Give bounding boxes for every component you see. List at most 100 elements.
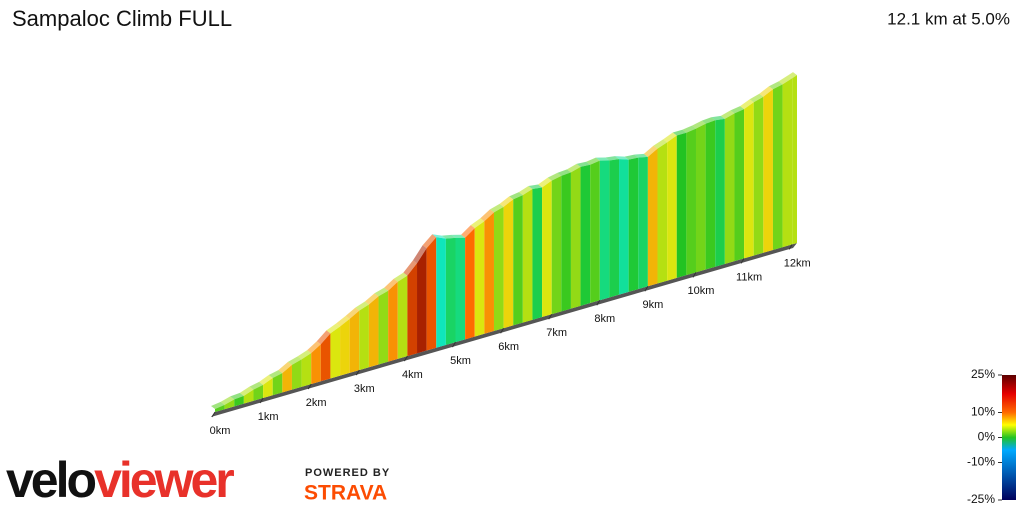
- x-tick-label: 11km: [736, 271, 762, 283]
- x-tick-label: 7km: [546, 327, 567, 339]
- gradient-segment: [493, 206, 504, 331]
- segment-top: [759, 86, 773, 97]
- x-tick: [403, 355, 408, 362]
- gradient-segment: [272, 373, 283, 396]
- gradient-segment: [782, 78, 793, 248]
- logo-right: viewer: [94, 452, 234, 508]
- gradient-segment: [580, 164, 591, 306]
- segment-top: [586, 157, 600, 165]
- colorbar-label: 25%: [971, 367, 995, 381]
- gradient-segment: [753, 96, 764, 256]
- segment-top: [451, 234, 466, 238]
- segment-top: [259, 374, 273, 385]
- segment-top: [566, 163, 581, 173]
- gradient-segment: [590, 160, 600, 304]
- gradient-segment: [291, 359, 302, 390]
- gradient-segment: [772, 84, 783, 250]
- gradient-segment: [570, 166, 581, 309]
- x-tick: [307, 383, 312, 390]
- segment-top: [316, 330, 331, 345]
- segment-top: [778, 75, 793, 85]
- colorbar-label: -10%: [967, 455, 995, 469]
- gradient-segment: [609, 159, 620, 298]
- gradient-segment: [349, 310, 360, 373]
- segment-top: [788, 72, 797, 79]
- segment-top: [499, 196, 514, 207]
- segment-top: [393, 272, 408, 282]
- logo: veloviewer: [6, 452, 234, 508]
- gradient-segment: [484, 212, 494, 334]
- gradient-segment: [320, 333, 331, 382]
- gradient-segment: [445, 237, 456, 345]
- x-tick-label: 4km: [402, 369, 423, 381]
- x-tick-label: 2km: [306, 397, 327, 409]
- x-tick: [259, 397, 264, 404]
- gradient-segment: [340, 318, 350, 376]
- x-tick: [211, 411, 216, 418]
- colorbar-label: 10%: [971, 405, 995, 419]
- segment-top: [489, 203, 504, 213]
- x-tick: [452, 341, 456, 348]
- colorbar-label: 0%: [978, 430, 996, 444]
- segment-top: [297, 350, 312, 360]
- gradient-segment: [561, 172, 571, 312]
- gradient-segment: [513, 195, 523, 326]
- segment-top: [691, 120, 706, 129]
- gradient-segment: [705, 120, 716, 270]
- segment-top: [634, 153, 648, 158]
- summary: 12.1 km at 5.0%: [887, 9, 1010, 28]
- segment-top: [374, 287, 389, 297]
- x-tick: [692, 272, 697, 278]
- gradient-segment: [744, 102, 754, 259]
- x-tick-label: 10km: [688, 285, 715, 297]
- segment-top: [355, 301, 369, 311]
- segment-top: [345, 307, 360, 319]
- gradient-segment: [474, 221, 485, 337]
- gradient-segment: [522, 188, 533, 323]
- segment-top: [595, 157, 610, 161]
- x-tick: [355, 369, 360, 376]
- gradient-segment: [715, 118, 725, 267]
- segment-top: [576, 161, 591, 167]
- segment-top: [230, 392, 244, 400]
- x-tick: [500, 327, 505, 334]
- segment-top: [384, 278, 398, 291]
- gradient-segment: [234, 395, 244, 407]
- segment-top: [547, 172, 562, 181]
- segment-top: [672, 129, 687, 136]
- gradient-segment: [638, 156, 648, 290]
- segment-top: [509, 192, 523, 200]
- gradient-segment: [542, 180, 552, 318]
- gradient-segment: [359, 304, 369, 371]
- x-tick: [548, 313, 553, 320]
- gradient-segment: [599, 160, 610, 301]
- powered-by: POWERED BY: [305, 467, 390, 479]
- colorbar: [1002, 375, 1016, 500]
- segment-top: [538, 177, 552, 188]
- segment-top: [336, 315, 350, 327]
- gradient-segment: [388, 281, 398, 362]
- segment-top: [211, 401, 225, 409]
- gradient-segment: [734, 109, 745, 262]
- segment-top: [441, 234, 456, 239]
- x-tick-label: 12km: [784, 257, 811, 269]
- gradient-segment: [215, 404, 225, 412]
- x-tick-label: 3km: [354, 383, 375, 395]
- colorbar-label: -25%: [967, 492, 995, 506]
- gradient-segment: [792, 75, 797, 245]
- gradient-segment: [695, 123, 706, 273]
- gradient-segment: [224, 399, 235, 410]
- x-tick: [596, 300, 601, 306]
- x-tick-label: 8km: [594, 313, 615, 325]
- segment-top: [461, 225, 475, 238]
- gradient-segment: [686, 128, 696, 276]
- gradient-segment: [426, 237, 437, 351]
- segment-top: [720, 110, 735, 119]
- segment-top: [422, 234, 437, 249]
- gradient-segment: [330, 326, 341, 379]
- segment-top: [624, 154, 639, 160]
- gradient-segment: [551, 175, 562, 315]
- logo-left: velo: [6, 452, 96, 508]
- gradient-segment: [397, 275, 408, 359]
